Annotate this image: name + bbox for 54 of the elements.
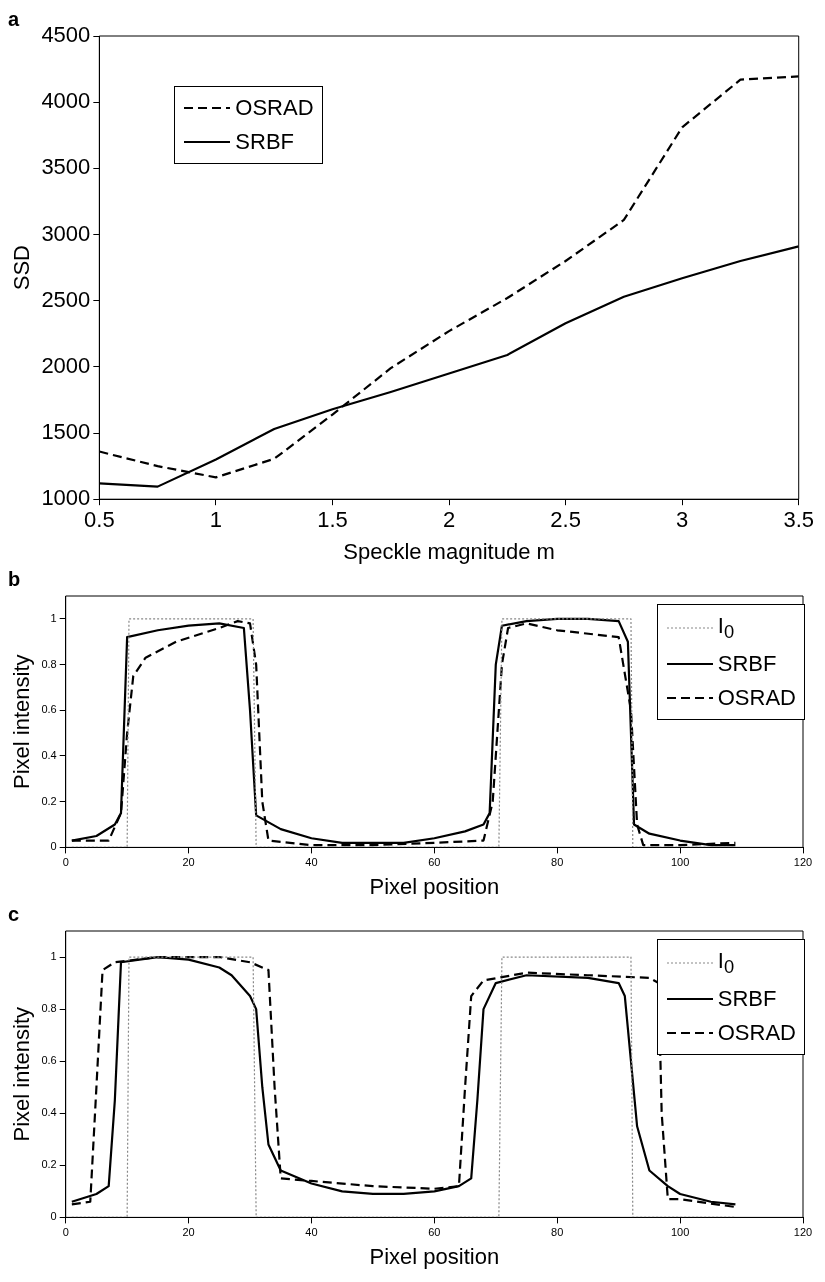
chart-title: b <box>8 567 21 590</box>
x-tick-label: 2.5 <box>550 507 581 533</box>
y-tick-label: 2000 <box>41 352 91 378</box>
y-tick-label: 0.2 <box>41 1158 57 1171</box>
y-tick-label: 0.4 <box>41 749 57 762</box>
x-axis-title: Speckle magnitude m <box>343 538 555 564</box>
x-tick-label: 1 <box>209 507 223 533</box>
legend-label: OSRAD <box>235 94 314 122</box>
y-tick-label: 3000 <box>41 220 91 246</box>
x-tick-label: 100 <box>670 856 690 869</box>
x-tick-label: 40 <box>305 856 318 869</box>
x-tick-label: 80 <box>551 856 564 869</box>
x-tick-label: 120 <box>793 1226 813 1239</box>
chart-title: c <box>8 902 20 925</box>
y-tick-label: 1 <box>50 950 57 963</box>
x-tick-label: 120 <box>793 856 813 869</box>
y-tick-label: 4000 <box>41 88 91 114</box>
legend-label: I$_{0}$ <box>717 612 735 645</box>
y-tick-label: 0.8 <box>41 657 57 670</box>
y-tick-label: 0 <box>50 840 57 853</box>
legend-label: I$_{0}$ <box>717 947 735 980</box>
legend-label: OSRAD <box>717 1018 796 1047</box>
x-tick-label: 1.5 <box>317 507 348 533</box>
x-tick-label: 20 <box>182 1226 195 1239</box>
x-tick-label: 80 <box>551 1226 564 1239</box>
y-axis-title: SSD <box>9 244 35 291</box>
x-tick-label: 60 <box>428 856 441 869</box>
y-tick-label: 1500 <box>41 419 91 445</box>
y-tick-label: 0.4 <box>41 1106 57 1119</box>
y-tick-label: 3500 <box>41 154 91 180</box>
x-axis-title: Pixel position <box>369 873 500 899</box>
legend-label: SRBF <box>717 649 777 678</box>
y-tick-label: 0.6 <box>41 1054 57 1067</box>
x-tick-label: 60 <box>428 1226 441 1239</box>
y-tick-label: 0.6 <box>41 703 57 716</box>
y-tick-label: 1 <box>50 611 57 624</box>
legend-label: SRBF <box>717 984 777 1013</box>
y-tick-label: 2500 <box>41 286 91 312</box>
x-tick-label: 3 <box>676 507 689 533</box>
y-axis-title: Pixel intensity <box>9 654 35 789</box>
y-axis-title: Pixel intensity <box>9 1006 35 1142</box>
x-tick-label: 2 <box>442 507 456 533</box>
y-tick-label: 0 <box>50 1210 57 1223</box>
chart-title: a <box>8 7 20 30</box>
y-tick-label: 0.8 <box>41 1002 57 1015</box>
x-axis-title: Pixel position <box>369 1243 500 1269</box>
y-tick-label: 4500 <box>41 22 91 48</box>
x-tick-label: 3.5 <box>783 507 815 533</box>
y-tick-label: 0.2 <box>41 794 57 807</box>
x-tick-label: 100 <box>670 1226 690 1239</box>
legend-label: OSRAD <box>717 683 796 712</box>
x-tick-label: 40 <box>305 1226 318 1239</box>
legend-label: SRBF <box>235 128 295 157</box>
x-tick-label: 20 <box>182 856 195 869</box>
